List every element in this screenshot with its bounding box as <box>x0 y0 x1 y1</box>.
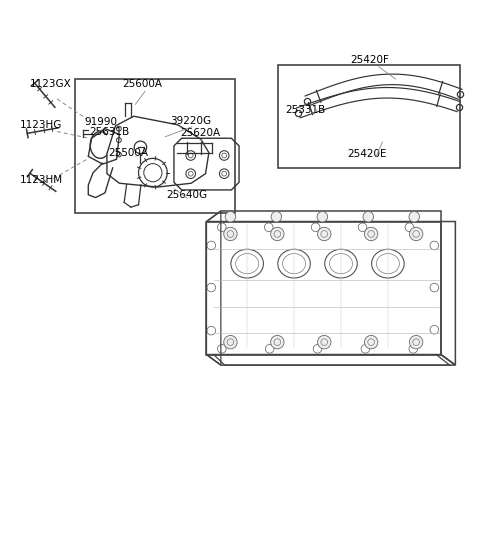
Text: 1123HM: 1123HM <box>20 175 63 185</box>
Circle shape <box>364 335 378 349</box>
Circle shape <box>409 211 420 222</box>
Circle shape <box>364 227 378 241</box>
Text: 1123GX: 1123GX <box>29 79 71 89</box>
Circle shape <box>318 227 331 241</box>
Text: 25600A: 25600A <box>123 79 163 89</box>
Circle shape <box>224 335 237 349</box>
Text: 1123HG: 1123HG <box>20 120 62 130</box>
Text: 25500A: 25500A <box>108 148 148 158</box>
Text: 25620A: 25620A <box>180 128 220 138</box>
Circle shape <box>225 211 236 222</box>
Circle shape <box>271 335 284 349</box>
Circle shape <box>409 227 423 241</box>
Text: 25631B: 25631B <box>89 127 130 137</box>
Text: 25331B: 25331B <box>286 105 326 115</box>
Text: 25420F: 25420F <box>350 55 389 65</box>
Circle shape <box>409 335 423 349</box>
Circle shape <box>318 335 331 349</box>
Text: 39220G: 39220G <box>170 116 212 126</box>
Circle shape <box>271 211 282 222</box>
Text: 25420E: 25420E <box>348 150 387 160</box>
Text: 91990: 91990 <box>84 117 118 127</box>
Circle shape <box>224 227 237 241</box>
Text: 25640G: 25640G <box>166 190 207 200</box>
Circle shape <box>271 227 284 241</box>
Circle shape <box>363 211 373 222</box>
Circle shape <box>317 211 327 222</box>
